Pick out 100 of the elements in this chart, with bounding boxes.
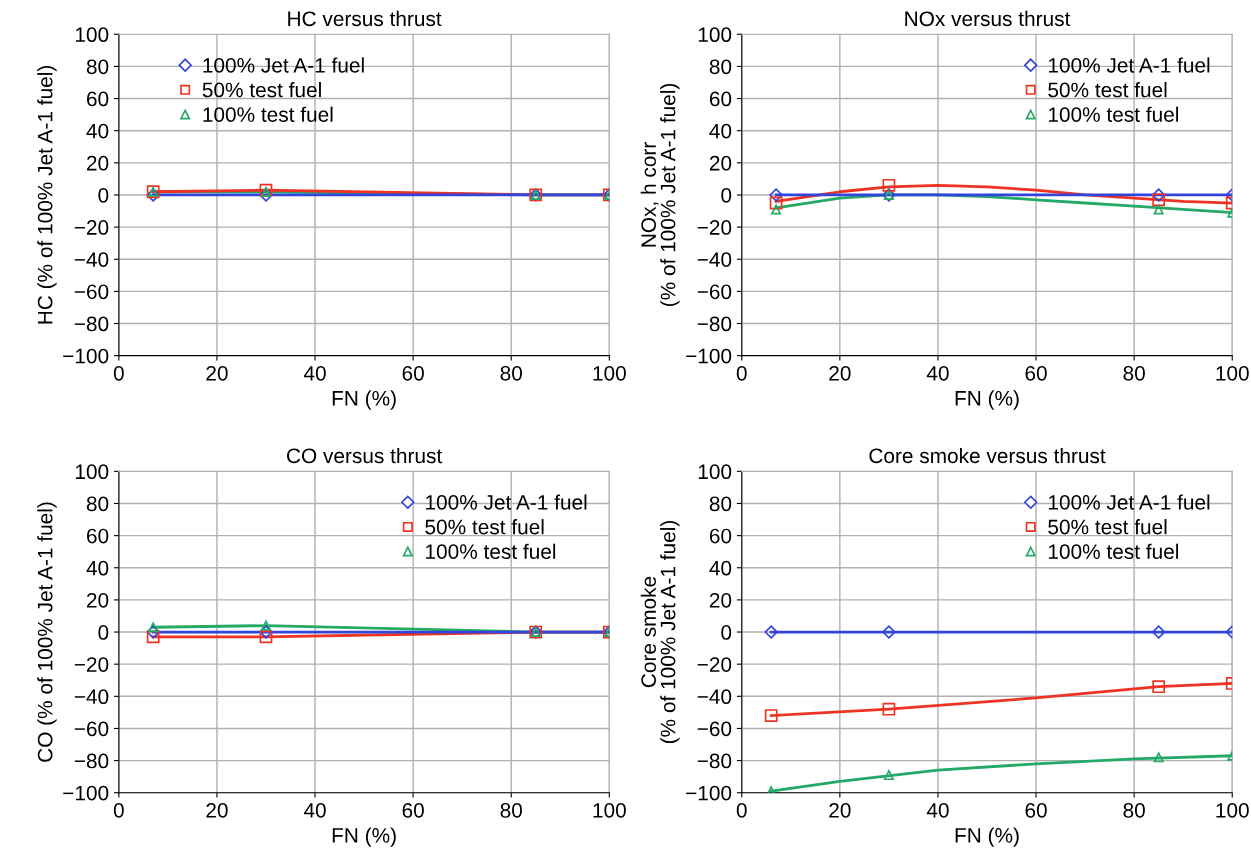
point <box>882 625 896 639</box>
point <box>148 622 159 633</box>
y-tick-label: 40 <box>86 123 109 139</box>
x-tick-label: 100 <box>1216 365 1249 381</box>
point <box>259 630 273 644</box>
point <box>771 204 782 215</box>
x-tick-label: 80 <box>1123 365 1145 381</box>
x-axis-title: FN (%) <box>332 390 396 410</box>
x-axis-title: FN (%) <box>955 390 1019 410</box>
y-tick-label: −40 <box>74 252 109 267</box>
legend-label: 50% test fuel <box>1048 519 1167 535</box>
x-tick-label: 0 <box>113 803 124 818</box>
chart-title: HC versus thrust <box>288 10 442 27</box>
y-tick-label: −20 <box>697 220 732 235</box>
x-tick-label: 80 <box>500 803 522 818</box>
point <box>146 630 160 644</box>
point <box>1152 680 1166 694</box>
y-tick-label: 60 <box>709 91 732 107</box>
y-tick-label: −80 <box>74 316 109 332</box>
legend-label: 100% test fuel <box>1048 543 1179 559</box>
legend-label: 50% test fuel <box>202 82 321 98</box>
y-tick-label: −20 <box>74 657 109 672</box>
x-tick-label: 60 <box>402 365 424 381</box>
x-tick-label: 0 <box>736 803 747 818</box>
y-tick-label: 20 <box>709 155 732 171</box>
y-tick-label: −100 <box>63 785 109 801</box>
y-tick-label: 80 <box>709 59 732 75</box>
x-tick-label: 60 <box>402 803 424 818</box>
legend-label: 50% test fuel <box>1048 82 1167 98</box>
point <box>882 178 896 192</box>
y-tick-label: −60 <box>697 721 732 737</box>
x-tick-label: 0 <box>736 365 747 381</box>
point <box>764 709 778 722</box>
y-tick-label: −60 <box>697 284 732 300</box>
x-tick-label: 20 <box>206 365 228 381</box>
y-tick-label: −100 <box>686 785 732 801</box>
point <box>1151 625 1166 639</box>
x-tick-label: 40 <box>926 803 949 818</box>
legend-label: 100% Jet A-1 fuel <box>203 57 364 73</box>
x-tick-label: 40 <box>303 365 326 381</box>
y-axis-title: CO (% of 100% Jet A-1 fuel) <box>37 502 57 762</box>
chart-title: NOx versus thrust <box>905 10 1071 27</box>
y-tick-label: 100 <box>698 464 732 480</box>
x-axis-title: FN (%) <box>955 827 1019 847</box>
x-axis-title: FN (%) <box>332 827 396 847</box>
x-tick-label: 60 <box>1025 365 1047 381</box>
x-tick-label: 20 <box>829 803 851 818</box>
x-tick-label: 40 <box>926 365 949 381</box>
y-tick-label: 40 <box>86 560 109 576</box>
legend-label: 100% Jet A-1 fuel <box>1048 494 1210 510</box>
chart-title: CO versus thrust <box>287 447 443 464</box>
y-tick-label: −40 <box>697 252 732 267</box>
point <box>259 625 273 639</box>
point <box>260 620 271 631</box>
x-tick-label: 100 <box>1216 803 1249 818</box>
y-tick-label: −100 <box>63 348 109 364</box>
chart-title: Core smoke versus thrust <box>869 447 1106 464</box>
y-tick-label: −20 <box>697 657 732 672</box>
x-tick-label: 80 <box>500 365 522 381</box>
y-tick-label: 100 <box>75 27 109 43</box>
y-axis-title: HC (% of 100% Jet A-1 fuel) <box>37 65 57 324</box>
y-tick-label: −60 <box>74 284 109 300</box>
legend-label: 50% test fuel <box>425 519 544 535</box>
x-tick-label: 20 <box>206 803 228 818</box>
x-tick-label: 40 <box>303 803 326 818</box>
legend-label: 100% Jet A-1 fuel <box>1048 57 1210 73</box>
y-tick-label: 60 <box>87 528 109 544</box>
y-tick-label: 40 <box>709 560 732 576</box>
y-tick-label: −80 <box>74 753 109 769</box>
y-tick-label: 100 <box>75 464 109 480</box>
y-tick-label: −80 <box>697 753 732 769</box>
x-tick-label: 60 <box>1025 803 1047 818</box>
y-tick-label: −40 <box>74 689 109 705</box>
point <box>1153 752 1164 763</box>
x-tick-label: 0 <box>113 365 124 381</box>
y-axis-title: NOx, h corr (% of 100% Jet A-1 fuel) <box>640 83 680 306</box>
y-tick-label: 20 <box>87 155 109 171</box>
x-tick-label: 80 <box>1123 803 1145 818</box>
y-tick-label: −60 <box>74 721 109 737</box>
y-tick-label: 100 <box>698 27 732 43</box>
legend-label: 100% Jet A-1 fuel <box>426 494 587 510</box>
y-tick-label: 80 <box>86 496 109 512</box>
y-tick-label: −20 <box>74 220 109 235</box>
y-tick-label: −80 <box>697 316 732 332</box>
x-tick-label: 100 <box>593 803 626 818</box>
y-tick-label: 0 <box>721 625 732 640</box>
point <box>769 188 783 202</box>
y-tick-label: 80 <box>86 59 109 75</box>
legend-label: 100% test fuel <box>1048 106 1179 122</box>
y-tick-label: 60 <box>709 528 732 544</box>
y-tick-label: 20 <box>709 592 732 608</box>
y-tick-label: 0 <box>98 625 109 640</box>
x-tick-label: 20 <box>829 365 851 381</box>
y-tick-label: 60 <box>87 91 109 107</box>
point <box>146 625 160 639</box>
y-axis-title: Core smoke (% of 100% Jet A-1 fuel) <box>640 521 680 744</box>
y-tick-label: 20 <box>87 592 109 608</box>
point <box>764 625 778 639</box>
point <box>883 770 894 781</box>
y-tick-label: 0 <box>98 187 109 203</box>
